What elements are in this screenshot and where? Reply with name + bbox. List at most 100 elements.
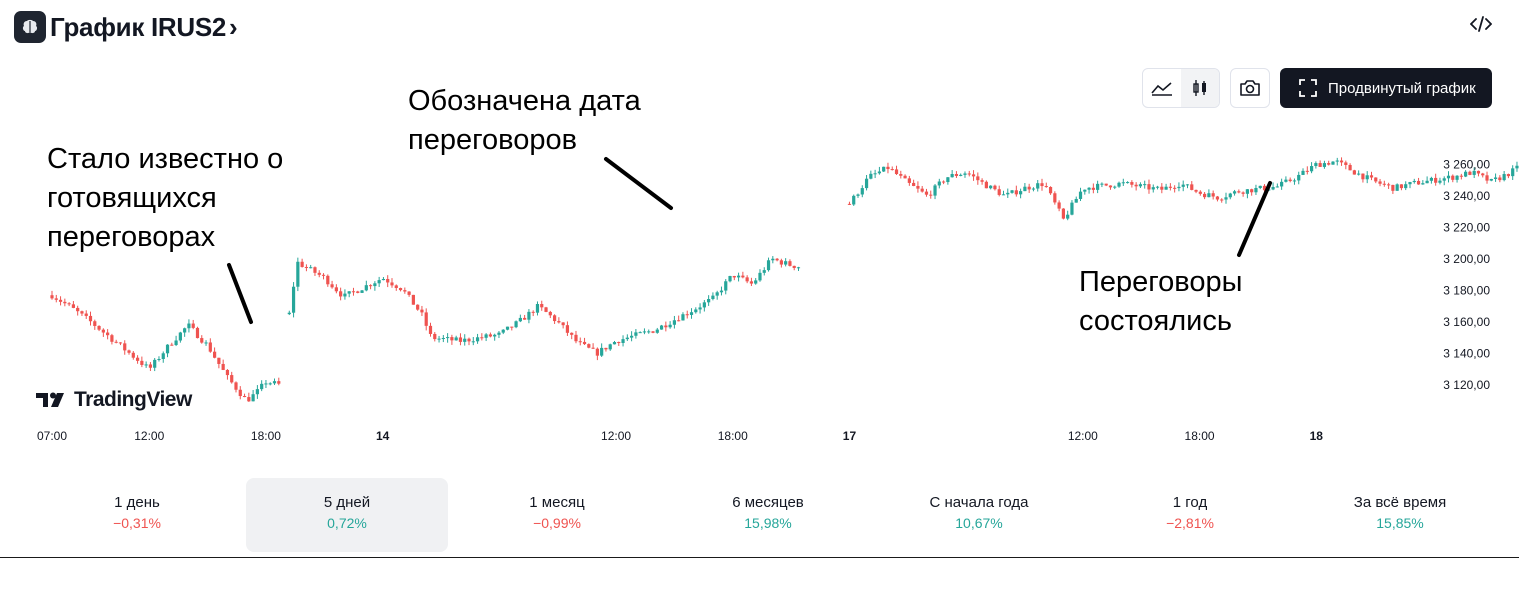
candle-body xyxy=(287,312,291,315)
candle-body xyxy=(475,337,480,342)
candle-body xyxy=(144,364,148,366)
candle-body xyxy=(373,283,377,287)
candle-body xyxy=(1203,193,1207,198)
candle-body xyxy=(1292,180,1297,182)
candle-body xyxy=(1374,177,1378,182)
candle-body xyxy=(638,332,642,334)
candle-body xyxy=(339,291,343,297)
candle-body xyxy=(899,174,903,176)
candle-body xyxy=(1143,184,1147,186)
candle-body xyxy=(950,174,954,178)
brain-icon[interactable] xyxy=(14,11,46,43)
candle-body xyxy=(1104,183,1108,186)
candle-body xyxy=(1040,183,1044,187)
candle-body xyxy=(873,173,877,175)
candle-body xyxy=(351,291,356,293)
candle-body xyxy=(540,304,544,308)
advanced-chart-button[interactable]: Продвинутый график xyxy=(1280,68,1492,108)
period-1d[interactable]: 1 день −0,31% xyxy=(113,494,161,531)
chevron-right-icon[interactable]: › xyxy=(229,11,238,42)
camera-icon[interactable] xyxy=(1230,68,1270,108)
candle-body xyxy=(864,178,869,189)
candle-body xyxy=(1288,179,1292,182)
candle-body xyxy=(140,360,144,365)
candle-body xyxy=(984,181,988,189)
code-icon[interactable] xyxy=(1465,12,1497,36)
candle-body xyxy=(368,285,373,287)
candle-body xyxy=(715,292,719,296)
period-5d[interactable]: 5 дней 0,72% xyxy=(246,478,448,552)
candle-body xyxy=(1339,160,1344,163)
x-tick-label: 12:00 xyxy=(1068,429,1098,443)
candle-body xyxy=(1181,184,1185,187)
candle-body xyxy=(882,166,886,172)
candle-body xyxy=(1173,187,1177,189)
arrow-talks-known xyxy=(227,263,253,324)
candle-body xyxy=(1271,187,1275,190)
candle-body xyxy=(291,286,296,313)
candle-body xyxy=(101,329,105,333)
candle-body xyxy=(97,325,101,330)
candle-body xyxy=(1160,186,1164,190)
x-tick-label: 18 xyxy=(1310,429,1324,443)
page-title[interactable]: График IRUS2 xyxy=(50,11,227,42)
period-selector: 1 день −0,31% 5 дней 0,72% 1 месяц −0,99% 6… xyxy=(0,478,1519,552)
candle-body xyxy=(510,326,514,328)
candle-body xyxy=(1198,191,1202,194)
candle-body xyxy=(1044,186,1048,188)
candle-body xyxy=(933,185,937,196)
candle-body xyxy=(296,261,300,287)
candle-body xyxy=(1023,186,1027,192)
candle-body xyxy=(514,321,518,328)
candle-body xyxy=(1228,193,1232,198)
candle-body xyxy=(775,258,779,261)
candle-body xyxy=(268,383,272,385)
candle-body xyxy=(728,275,732,282)
candle-body xyxy=(762,270,766,273)
candle-body xyxy=(544,307,548,312)
candle-body xyxy=(689,312,694,315)
candle-body xyxy=(1224,197,1228,200)
period-ytd[interactable]: С начала года 10,67% xyxy=(929,494,1029,531)
candle-body xyxy=(1425,180,1429,184)
candle-body xyxy=(360,290,364,293)
candle-body xyxy=(1168,186,1172,188)
candle-body xyxy=(230,375,234,383)
candle-body xyxy=(356,291,360,293)
candle-body xyxy=(946,177,950,183)
candle-body xyxy=(200,338,204,343)
x-tick-label: 14 xyxy=(376,429,390,443)
candle-body xyxy=(702,302,706,308)
chart-type-switch xyxy=(1142,68,1220,108)
candle-body xyxy=(527,311,531,320)
candle-body xyxy=(625,337,629,340)
line-chart-icon[interactable] xyxy=(1143,69,1181,107)
candle-body xyxy=(157,359,161,361)
period-1m[interactable]: 1 месяц −0,99% xyxy=(529,494,585,531)
price-chart[interactable]: 3 120,00 3 140,00 3 160,00 3 180,00 3 200,00… xyxy=(0,0,1519,470)
candle-body xyxy=(187,323,191,329)
candle-body xyxy=(1091,187,1095,190)
candle-body xyxy=(1314,163,1318,167)
candle-body xyxy=(1382,183,1386,185)
candle-body xyxy=(1138,184,1143,187)
candle-body xyxy=(749,281,754,284)
candle-body xyxy=(963,173,967,175)
candle-body xyxy=(916,185,920,189)
tradingview-logo[interactable]: TradingView xyxy=(36,388,192,412)
period-all[interactable]: За всё время 15,85% xyxy=(1353,494,1447,531)
candle-body xyxy=(463,338,467,342)
candle-body xyxy=(398,287,403,291)
candle-body xyxy=(135,357,140,361)
candle-body xyxy=(1515,165,1519,169)
candle-body xyxy=(929,194,933,196)
candlestick-icon[interactable] xyxy=(1181,69,1219,107)
candle-body xyxy=(552,315,557,322)
candle-body xyxy=(304,266,309,268)
period-1y[interactable]: 1 год −2,81% xyxy=(1166,494,1214,531)
candle-body xyxy=(707,299,711,303)
candle-body xyxy=(698,307,702,310)
candle-body xyxy=(1190,184,1194,190)
candle-body xyxy=(877,171,882,174)
period-6m[interactable]: 6 месяцев 15,98% xyxy=(732,494,804,531)
